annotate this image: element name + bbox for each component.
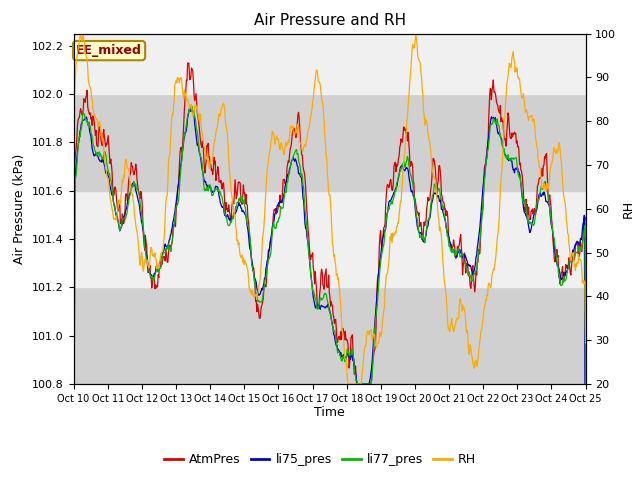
Bar	[74, 34, 586, 94]
Y-axis label: Air Pressure (kPa): Air Pressure (kPa)	[13, 154, 26, 264]
Y-axis label: RH: RH	[622, 200, 635, 218]
Bar	[74, 94, 586, 191]
Bar	[74, 191, 586, 288]
Legend: AtmPres, li75_pres, li77_pres, RH: AtmPres, li75_pres, li77_pres, RH	[159, 448, 481, 471]
Title: Air Pressure and RH: Air Pressure and RH	[253, 13, 406, 28]
X-axis label: Time: Time	[314, 407, 345, 420]
Text: EE_mixed: EE_mixed	[76, 44, 142, 57]
Bar	[74, 288, 586, 384]
